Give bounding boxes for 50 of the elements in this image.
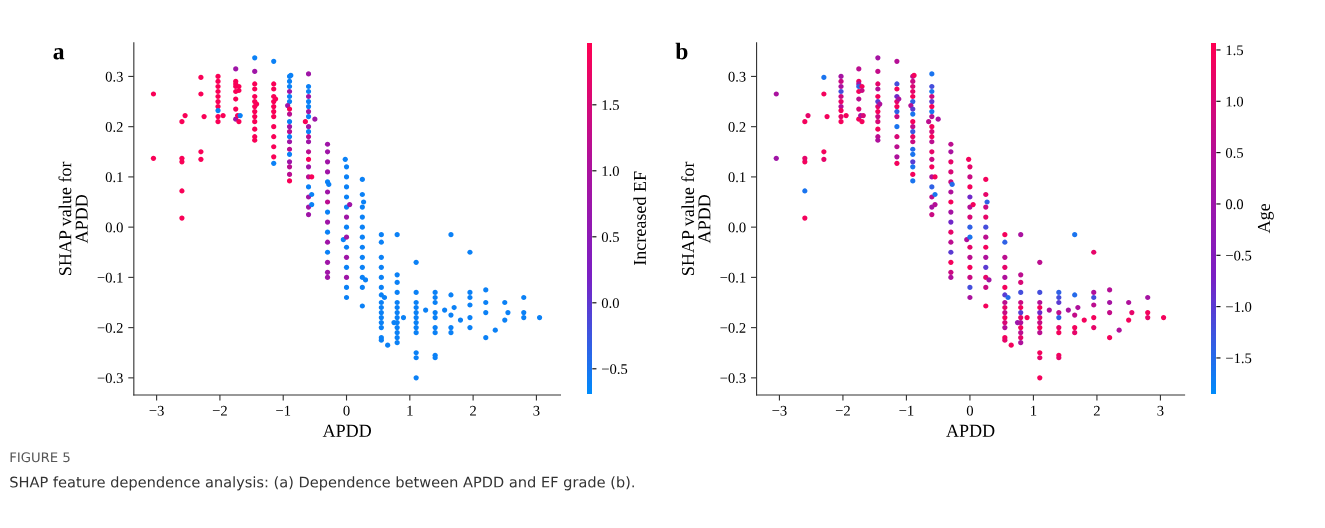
y-axis-title: SHAP value for APDD — [58, 161, 88, 275]
x-tick-label: 1 — [407, 405, 413, 416]
x-tick-label: −3 — [772, 405, 787, 416]
y-tick-label: 0.3 — [728, 71, 746, 82]
color-bar-label: −0.5 — [602, 364, 628, 375]
x-tick-label: 3 — [533, 405, 540, 416]
y-tick-label: −0.3 — [97, 373, 123, 384]
x-axis-title: APDD — [322, 424, 372, 437]
x-tick-label: −1 — [899, 405, 914, 416]
color-bar-title: Increased EF — [633, 171, 647, 266]
x-tick-label: −3 — [149, 405, 164, 416]
x-tick-label: −1 — [276, 405, 291, 416]
x-tick-label: 0 — [343, 405, 350, 416]
y-axis-title: SHAP value for APDD — [681, 161, 711, 275]
x-tick-label: −2 — [212, 405, 227, 416]
x-tick-label: 2 — [1093, 405, 1100, 416]
y-tick-label: −0.3 — [720, 373, 746, 384]
y-tick-label: −0.2 — [97, 322, 123, 333]
color-bar-label: 1.0 — [1226, 96, 1244, 107]
color-bar-label: 0.5 — [1225, 147, 1244, 158]
y-tick-label: 0.2 — [105, 122, 123, 132]
y-tick-label: 0.3 — [105, 71, 123, 82]
x-axis-title: APDD — [946, 424, 995, 437]
x-tick-label: 2 — [470, 405, 476, 416]
color-bar-label: 1.5 — [1226, 45, 1244, 56]
y-tick-label: −0.1 — [97, 272, 123, 283]
color-bar-label: 0.0 — [601, 298, 619, 309]
y-tick-label: 0.0 — [105, 222, 123, 233]
x-tick-label: 1 — [1031, 405, 1037, 416]
y-tick-label: 0.1 — [728, 172, 746, 183]
chart-title: a — [53, 48, 65, 60]
y-tick-label: 0.0 — [728, 222, 746, 233]
color-bar-title: Age — [1257, 203, 1274, 234]
color-bar-label: 0.5 — [601, 232, 619, 243]
color-bar-label: −0.5 — [1226, 250, 1252, 261]
x-tick-label: −2 — [835, 405, 850, 416]
y-tick-label: 0.1 — [105, 172, 123, 183]
y-tick-label: 0.2 — [728, 122, 746, 132]
y-tick-label: −0.2 — [720, 322, 746, 333]
color-bar-label: −1.5 — [1226, 353, 1252, 364]
y-tick-label: −0.1 — [720, 272, 746, 283]
color-bar-label: 1.5 — [602, 100, 619, 111]
x-tick-label: 0 — [966, 405, 974, 416]
color-bar-label: −1.0 — [1226, 301, 1252, 312]
x-tick-label: 3 — [1157, 405, 1164, 416]
text: SHAP feature dependence analysis: (a) Dependence between APDD and EF grade (b). — [10, 476, 634, 491]
color-bar-label: 0.0 — [1225, 199, 1244, 210]
caption: FIGURE 5 — [10, 452, 70, 463]
chart-title: b — [675, 42, 688, 60]
color-bar-label: 1.0 — [602, 166, 619, 177]
